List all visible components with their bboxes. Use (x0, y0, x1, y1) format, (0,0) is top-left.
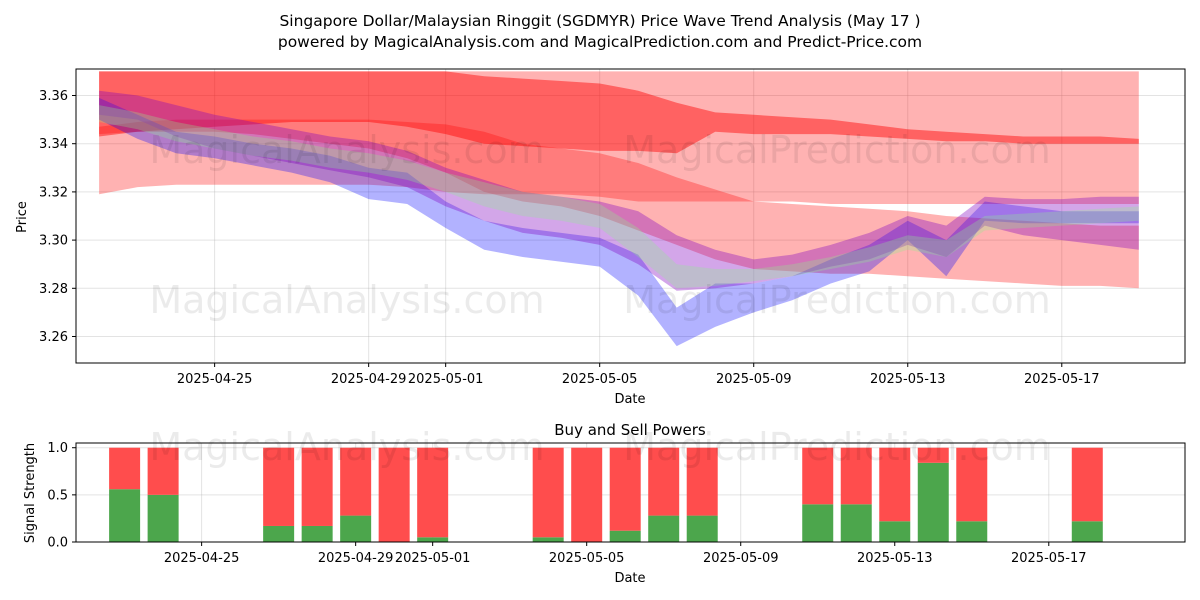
price-y-tick-label: 3.30 (39, 234, 68, 249)
signal-axes: 0.0 0.5 1.0 2025-04-25 2025-04-29 2025-05-01 2… (47, 441, 1086, 566)
sell-bar (417, 447, 449, 538)
buy-bar (802, 504, 834, 542)
buy-bar (686, 515, 718, 542)
price-band-red-0 (99, 71, 1139, 205)
sell-bar (301, 447, 333, 526)
buy-bar (417, 537, 449, 542)
sell-bar (571, 447, 603, 542)
price-y-tick-label: 3.34 (39, 137, 68, 152)
buy-bar (917, 462, 949, 542)
signal-x-label: Date (614, 571, 645, 586)
buy-bar (263, 525, 295, 542)
signal-plot-frame (75, 442, 1186, 543)
sell-bar (263, 447, 295, 526)
sell-bar (1071, 447, 1103, 522)
sell-bar (532, 447, 564, 538)
watermark-prediction-bottom: MagicalPrediction.com (623, 425, 1051, 469)
price-x-tick-label: 2025-05-13 (870, 372, 946, 387)
sell-bar (109, 447, 141, 490)
sell-bar (879, 447, 911, 522)
price-y-tick-label: 3.36 (39, 89, 68, 104)
buy-bar (648, 515, 680, 542)
sell-bar (802, 447, 834, 505)
signal-y-label: Signal Strength (23, 443, 38, 543)
signal-x-tick-label: 2025-04-25 (164, 551, 240, 566)
price-x-tick-label: 2025-04-29 (331, 372, 407, 387)
price-y-tick-label: 3.32 (39, 185, 68, 200)
buy-bar (956, 521, 988, 542)
price-band-purple-4 (99, 90, 1139, 291)
price-grid (76, 69, 1185, 363)
watermark-analysis-bottom: MagicalAnalysis.com (149, 425, 544, 469)
price-x-label: Date (614, 392, 645, 407)
sell-bar (648, 447, 680, 516)
signal-x-tick-label: 2025-04-29 (318, 551, 394, 566)
sell-bar (609, 447, 641, 531)
buy-bar (879, 521, 911, 542)
sell-bar (378, 447, 410, 542)
signal-y-tick-label: 0.0 (47, 536, 68, 551)
buy-bar (1071, 521, 1103, 542)
price-y-tick-label: 3.26 (39, 330, 68, 345)
buy-bar (147, 494, 179, 542)
signal-y-tick-label: 1.0 (47, 441, 68, 456)
signal-x-tick-label: 2025-05-01 (395, 551, 471, 566)
chart-subtitle: powered by MagicalAnalysis.com and Magic… (278, 33, 922, 51)
watermark-prediction-mid: MagicalPrediction.com (623, 278, 1051, 322)
watermark-analysis-top: MagicalAnalysis.com (149, 128, 544, 172)
sell-bar (917, 447, 949, 463)
sell-bar (840, 447, 872, 505)
price-plot-frame (75, 68, 1186, 364)
signal-bars (109, 447, 1103, 542)
watermark-prediction-top: MagicalPrediction.com (623, 128, 1051, 172)
price-x-tick-label: 2025-04-25 (177, 372, 253, 387)
buy-bar (532, 537, 564, 542)
price-watermarks: MagicalAnalysis.com MagicalPrediction.co… (149, 128, 1050, 322)
price-band-red-1 (99, 119, 1139, 289)
signal-x-tick-label: 2025-05-17 (1011, 551, 1087, 566)
signal-x-tick-label: 2025-05-13 (857, 551, 933, 566)
price-x-tick-label: 2025-05-17 (1024, 372, 1100, 387)
signal-x-tick-label: 2025-05-05 (549, 551, 625, 566)
price-band-red-2 (99, 71, 1139, 154)
buy-bar (301, 525, 333, 542)
buy-bar (109, 489, 141, 542)
signal-x-tick-label: 2025-05-09 (703, 551, 779, 566)
buy-bar (609, 530, 641, 542)
price-x-tick-label: 2025-05-05 (562, 372, 638, 387)
sell-bar (340, 447, 372, 516)
watermark-analysis-mid: MagicalAnalysis.com (149, 278, 544, 322)
signal-y-tick-label: 0.5 (47, 488, 68, 503)
price-axes: 3.26 3.28 3.30 3.32 3.34 3.36 2025-04-25 2025-0… (39, 89, 1100, 387)
price-bands (99, 71, 1139, 347)
signal-chart-title: Buy and Sell Powers (554, 421, 706, 439)
chart-title: Singapore Dollar/Malaysian Ringgit (SGDM… (279, 12, 920, 30)
buy-bar (840, 504, 872, 542)
price-y-tick-label: 3.28 (39, 282, 68, 297)
price-x-tick-label: 2025-05-01 (408, 372, 484, 387)
price-x-tick-label: 2025-05-09 (716, 372, 792, 387)
buy-bar (340, 515, 372, 542)
sell-bar (686, 447, 718, 516)
sell-bar (956, 447, 988, 522)
sell-bar (147, 447, 179, 495)
price-y-label: Price (15, 201, 30, 233)
